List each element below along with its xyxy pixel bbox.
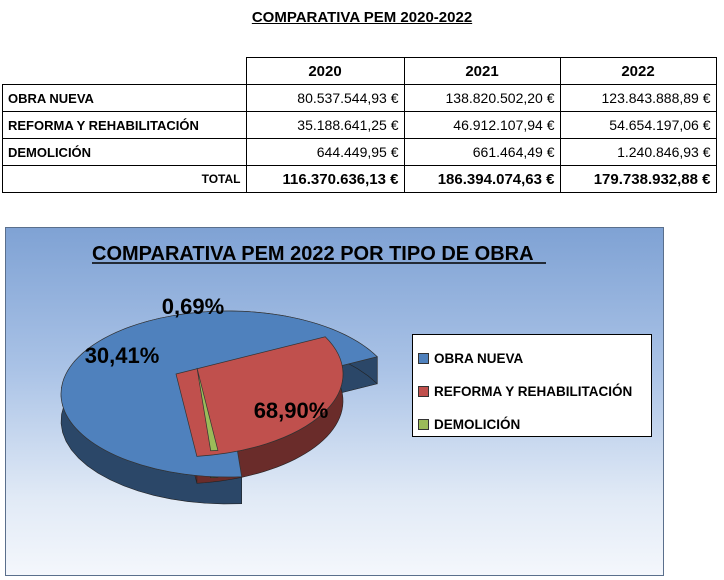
pie-slice bbox=[175, 336, 344, 457]
table-total-row: TOTAL 116.370.636,13 € 186.394.074,63 € … bbox=[2, 165, 717, 193]
legend-label: DEMOLICIÓN bbox=[434, 417, 521, 432]
table-row: DEMOLICIÓN 644.449,95 € 661.464,49 € 1.2… bbox=[2, 138, 717, 166]
legend: OBRA NUEVA REFORMA Y REHABILITACIÓN DEMOLI… bbox=[412, 334, 652, 437]
pem-table: 2020 2021 2022 OBRA NUEVA 80.537.544,93 … bbox=[2, 57, 717, 193]
column-header: 2022 bbox=[559, 57, 717, 85]
legend-item: OBRA NUEVA bbox=[418, 342, 651, 375]
total-cell: 116.370.636,13 € bbox=[245, 165, 405, 193]
table-header-row: 2020 2021 2022 bbox=[3, 57, 717, 85]
table-cell: 138.820.502,20 € bbox=[403, 84, 561, 112]
table-cell: 123.843.888,89 € bbox=[559, 84, 717, 112]
pie-slice bbox=[196, 367, 219, 452]
table-cell: 661.464,49 € bbox=[403, 138, 561, 166]
row-label: OBRA NUEVA bbox=[2, 84, 247, 112]
pie-chart: COMPARATIVA PEM 2022 POR TIPO DE OBRA 68… bbox=[60, 243, 546, 505]
table-row: REFORMA Y REHABILITACIÓN 35.188.641,25 €… bbox=[2, 111, 717, 139]
chart-title: COMPARATIVA PEM 2022 POR TIPO DE OBRA bbox=[92, 243, 534, 265]
slice-data-label: 30,41% bbox=[85, 343, 160, 368]
legend-swatch bbox=[418, 386, 429, 397]
table-cell: 644.449,95 € bbox=[245, 138, 405, 166]
total-cell: 186.394.074,63 € bbox=[403, 165, 561, 193]
total-label: TOTAL bbox=[2, 165, 247, 193]
column-header: 2020 bbox=[245, 57, 405, 85]
legend-label: REFORMA Y REHABILITACIÓN bbox=[434, 384, 633, 399]
slice-data-label: 0,69% bbox=[162, 294, 224, 319]
table-cell: 54.654.197,06 € bbox=[559, 111, 717, 139]
legend-swatch bbox=[418, 419, 429, 430]
table-cell: 1.240.846,93 € bbox=[559, 138, 717, 166]
row-label: REFORMA Y REHABILITACIÓN bbox=[2, 111, 247, 139]
table-cell: 35.188.641,25 € bbox=[245, 111, 405, 139]
chart-panel: COMPARATIVA PEM 2022 POR TIPO DE OBRA 68… bbox=[5, 227, 664, 576]
legend-label: OBRA NUEVA bbox=[434, 351, 524, 366]
table-cell: 80.537.544,93 € bbox=[245, 84, 405, 112]
legend-item: REFORMA Y REHABILITACIÓN bbox=[418, 375, 651, 408]
table-row: OBRA NUEVA 80.537.544,93 € 138.820.502,2… bbox=[2, 84, 717, 112]
row-label: DEMOLICIÓN bbox=[2, 138, 247, 166]
pie-layer: 68,90% 30,41%0,69% bbox=[60, 294, 378, 505]
table-cell: 46.912.107,94 € bbox=[403, 111, 561, 139]
total-cell: 179.738.932,88 € bbox=[559, 165, 717, 193]
slice-data-label: 68,90% bbox=[254, 398, 329, 423]
page-title: COMPARATIVA PEM 2020-2022 bbox=[251, 9, 473, 26]
column-header: 2021 bbox=[403, 57, 561, 85]
legend-item: DEMOLICIÓN bbox=[418, 408, 651, 441]
legend-swatch bbox=[418, 353, 429, 364]
